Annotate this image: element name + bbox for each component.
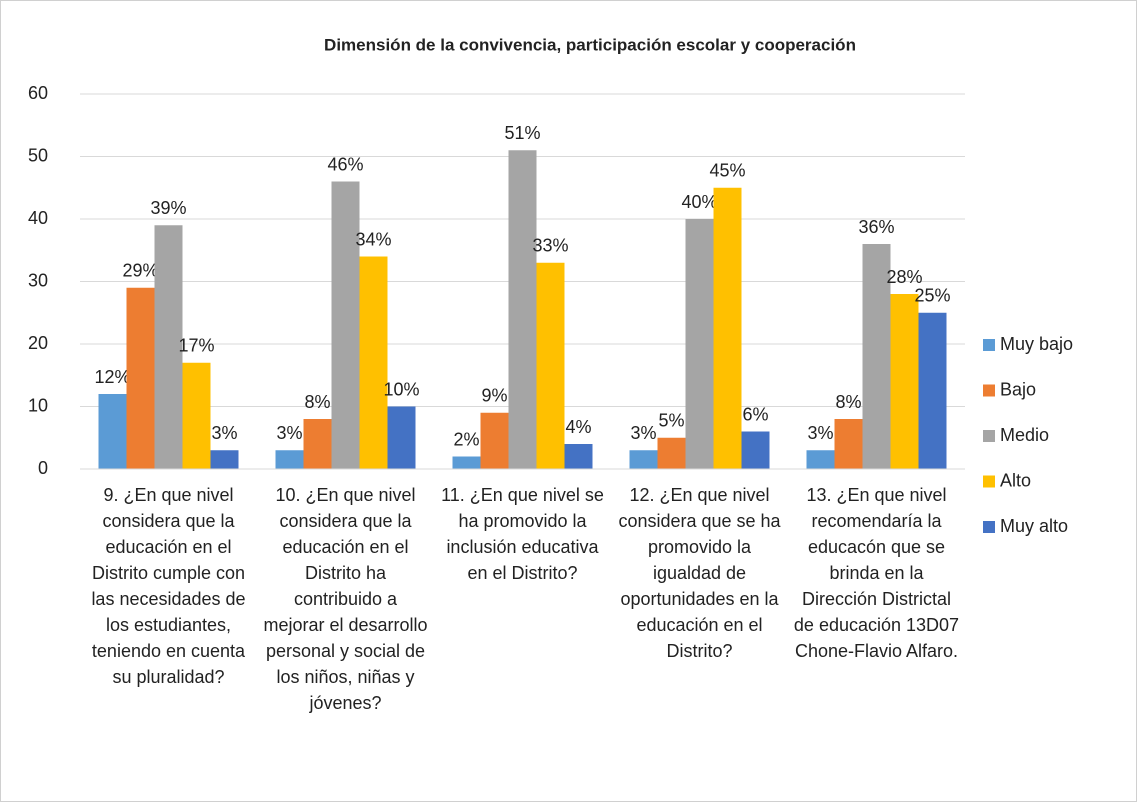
y-tick-label: 0 (38, 458, 48, 478)
bar (806, 450, 835, 469)
y-tick-label: 10 (28, 395, 48, 415)
bar (275, 450, 304, 469)
data-label: 5% (658, 411, 684, 431)
data-label: 3% (630, 423, 656, 443)
data-label: 2% (453, 429, 479, 449)
legend-swatch (983, 475, 995, 488)
bar (210, 450, 239, 469)
chart-title: Dimensión de la convivencia, participaci… (324, 35, 856, 54)
bar (834, 419, 863, 469)
data-label: 29% (122, 261, 158, 281)
data-label: 25% (914, 286, 950, 306)
legend-swatch (983, 384, 995, 397)
data-label: 28% (886, 267, 922, 287)
bar (480, 412, 509, 469)
bar (685, 219, 714, 469)
data-label: 34% (355, 229, 391, 249)
data-label: 36% (858, 217, 894, 237)
x-tick-label: 10. ¿En que nivel considera que la educa… (263, 485, 428, 713)
x-tick-label: 12. ¿En que nivel considera que se ha pr… (618, 485, 781, 661)
bar (387, 406, 416, 469)
data-label: 3% (807, 423, 833, 443)
x-tick-label: 9. ¿En que nivel considera que la educac… (91, 485, 246, 687)
bar (303, 419, 332, 469)
legend-swatch (983, 430, 995, 442)
data-label: 46% (327, 154, 363, 174)
data-label: 40% (681, 192, 717, 212)
bar (741, 431, 770, 469)
data-label: 8% (835, 392, 861, 412)
data-label: 51% (504, 123, 540, 143)
bar (862, 244, 891, 469)
y-tick-label: 40 (28, 208, 48, 228)
bar (564, 444, 593, 469)
bar (890, 294, 919, 469)
y-tick-label: 20 (28, 333, 48, 353)
data-label: 4% (565, 417, 591, 437)
y-tick-label: 50 (28, 145, 48, 165)
data-label: 12% (94, 367, 130, 387)
data-label: 9% (481, 386, 507, 406)
data-label: 45% (709, 161, 745, 181)
bar (359, 256, 388, 469)
bar (918, 312, 947, 469)
x-tick-label: 11. ¿En que nivel se ha promovido la inc… (441, 485, 604, 583)
data-label: 39% (150, 198, 186, 218)
bar (508, 150, 537, 469)
data-label: 10% (383, 379, 419, 399)
legend-swatch (983, 521, 995, 533)
legend-label: Medio (1000, 425, 1049, 445)
data-label: 3% (211, 423, 237, 443)
legend-swatch (983, 339, 995, 351)
y-tick-label: 30 (28, 270, 48, 290)
x-tick-label: 13. ¿En que nivel recomendaría la educac… (793, 485, 960, 661)
legend-label: Muy bajo (1000, 334, 1073, 354)
legend-label: Muy alto (1000, 516, 1068, 536)
data-label: 8% (304, 392, 330, 412)
bar (536, 262, 565, 469)
bar (713, 187, 742, 469)
bar (98, 394, 127, 469)
bar (452, 456, 481, 469)
data-label: 3% (276, 423, 302, 443)
bar (126, 287, 155, 469)
legend-label: Alto (1000, 470, 1031, 490)
bar (629, 450, 658, 469)
bar (657, 437, 686, 469)
bar (331, 181, 360, 469)
data-label: 17% (178, 336, 214, 356)
y-tick-label: 60 (28, 83, 48, 103)
bar (182, 362, 211, 469)
legend-label: Bajo (1000, 379, 1036, 399)
data-label: 6% (742, 404, 768, 424)
bar (154, 225, 183, 469)
data-label: 33% (532, 236, 568, 256)
